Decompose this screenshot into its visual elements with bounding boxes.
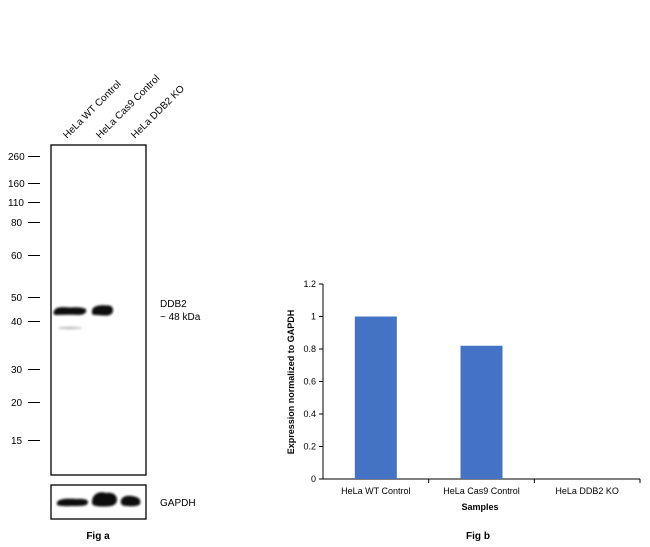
mw-marker: 40 — [11, 317, 40, 328]
mw-marker-label: 40 — [11, 317, 23, 328]
mw-marker-label: 80 — [11, 218, 23, 229]
mw-marker-label: 260 — [8, 152, 25, 163]
y-tick-label: 0.6 — [303, 377, 316, 387]
y-tick-label: 0.8 — [303, 344, 316, 354]
loading-control-label: GAPDH — [160, 498, 196, 509]
mw-marker: 15 — [11, 436, 40, 447]
target-size-label: ~ 48 kDa — [160, 312, 201, 323]
fig-a-caption: Fig a — [86, 531, 110, 542]
mw-marker: 20 — [11, 398, 40, 409]
gapdh-bands — [57, 492, 141, 507]
gapdh-band-cas9 — [92, 492, 117, 507]
mw-marker-label: 50 — [11, 293, 23, 304]
faint-band-wt — [58, 326, 82, 330]
ddb2-band-cas9 — [92, 305, 113, 316]
mw-marker-label: 15 — [11, 436, 23, 447]
y-ticks: 0 0.2 0.4 0.6 0.8 1 1.2 — [303, 279, 323, 484]
y-axis-label: Expression normalized to GAPDH — [286, 310, 296, 455]
bar — [460, 345, 503, 479]
mw-marker-label: 30 — [11, 365, 23, 376]
mw-marker-label: 20 — [11, 398, 23, 409]
y-tick-label: 0.2 — [303, 442, 316, 452]
y-tick-label: 0 — [311, 474, 316, 484]
target-label: DDB2 — [160, 299, 187, 310]
western-blot-panel: HeLa WT Control HeLa Cas9 Control HeLa D… — [8, 73, 201, 542]
chart-bars — [354, 316, 503, 479]
y-tick-label: 1 — [311, 312, 316, 322]
ddb2-band-wt — [53, 307, 87, 315]
lane-label-cas9: HeLa Cas9 Control — [94, 73, 162, 141]
gapdh-band-ko — [120, 495, 141, 507]
lane-label-wt: HeLa WT Control — [61, 79, 123, 141]
mw-marker: 260 — [8, 152, 40, 163]
bar-chart: 0 0.2 0.4 0.6 0.8 1 1.2 HeLa WT Control HeLa Ca… — [286, 279, 641, 512]
mw-marker-label: 160 — [8, 179, 25, 190]
x-tick-labels: HeLa WT Control HeLa Cas9 Control HeLa DDB… — [341, 479, 641, 496]
y-tick-label: 1.2 — [303, 279, 316, 289]
mw-marker: 80 — [11, 218, 40, 229]
fig-b-caption: Fig b — [466, 531, 490, 542]
mw-marker: 60 — [11, 251, 40, 262]
mw-marker-label: 110 — [8, 198, 24, 209]
bar — [354, 316, 397, 479]
mw-marker: 160 — [8, 179, 40, 190]
mw-marker: 50 — [11, 293, 40, 304]
mw-marker-label: 60 — [11, 251, 23, 262]
gapdh-band-wt — [57, 498, 88, 507]
x-tick-label: HeLa WT Control — [341, 486, 410, 496]
mw-marker: 110 — [8, 198, 40, 209]
x-tick-label: HeLa Cas9 Control — [443, 486, 520, 496]
x-tick-label: HeLa DDB2 KO — [555, 486, 619, 496]
y-tick-label: 0.4 — [303, 409, 316, 419]
ddb2-bands — [53, 305, 113, 330]
mw-marker-ladder: 260 160 110 80 60 50 — [8, 152, 40, 447]
mw-marker: 30 — [11, 365, 40, 376]
x-axis-label: Samples — [461, 502, 498, 512]
